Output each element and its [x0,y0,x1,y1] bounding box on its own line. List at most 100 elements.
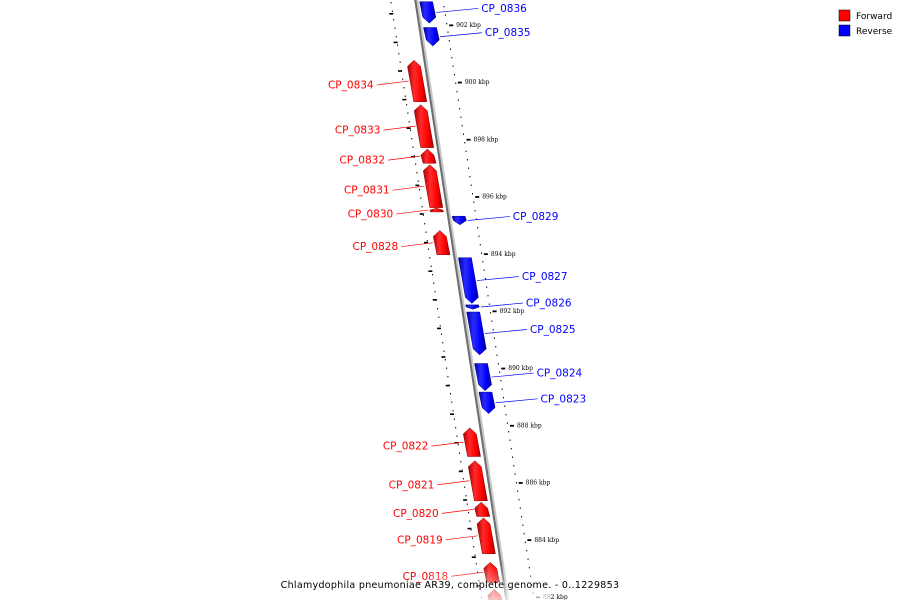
ruler-dash [424,241,429,244]
gene-label[interactable]: CP_0825 [530,324,576,336]
kbp-tick-label: 898 kbp [474,136,499,143]
ruler-dot [413,155,415,157]
ruler-dot [428,248,430,250]
ruler-dot [518,499,520,501]
kbp-tick-label: 902 kbp [456,22,481,29]
ruler-dash [389,13,394,15]
gene-leader-line [387,155,421,161]
ruler-dot [457,444,459,446]
gene-reverse-arrow[interactable] [458,257,479,304]
ruler-dot [466,159,468,161]
gene-leader-line [437,480,470,486]
gene-label[interactable]: CP_0830 [348,209,394,221]
gene-label[interactable]: CP_0826 [526,298,572,310]
ruler-dash [467,527,472,530]
gene-reverse-arrow[interactable] [451,215,467,226]
ruler-dot [440,333,442,335]
ruler-dash [450,413,455,415]
ruler-dot [437,308,439,310]
ruler-dot [506,422,508,424]
gene-label[interactable]: CP_0827 [522,271,568,283]
ruler-dot [406,104,408,106]
gene-label[interactable]: CP_0824 [537,368,583,380]
gene-label[interactable]: CP_0834 [328,80,374,92]
ruler-dot [421,206,423,208]
gene-label[interactable]: CP_0831 [344,185,390,197]
gene-label[interactable]: CP_0819 [397,534,443,546]
ruler-dot [459,108,461,110]
gene-label[interactable]: CP_0836 [481,3,527,15]
gene-label[interactable]: CP_0820 [393,508,439,520]
gene-label[interactable]: CP_0835 [485,27,531,39]
ruler-dot [478,235,480,237]
kbp-tick-label: 890 kbp [508,365,533,372]
gene-forward-arrow[interactable] [413,104,434,148]
gene-reverse-arrow[interactable] [478,391,496,414]
gene-forward-arrow[interactable] [420,148,437,164]
gene-reverse-arrow[interactable] [474,363,492,392]
kbp-tick-mark [501,367,506,370]
ruler-dot [513,465,515,467]
gene-label[interactable]: CP_0829 [513,211,559,223]
ruler-dot [424,223,426,225]
gene-leader-line [376,80,409,86]
kbp-tick-mark [457,81,462,84]
gene-forward-arrow[interactable] [468,460,488,502]
gene-label[interactable]: CP_0821 [389,479,435,491]
gene-reverse-arrow[interactable] [465,304,480,310]
ruler-dash [437,327,442,330]
genome-backbone [414,0,510,600]
gene-forward-arrow[interactable] [407,59,428,103]
ruler-dot [465,150,467,152]
ruler-dash [441,356,446,358]
gene-leader-line [445,535,478,541]
ruler-dot [519,507,521,509]
ruler-dot [508,431,510,433]
gene-leader-line [431,441,464,447]
kbp-scale: 902 kbp 900 kbp 898 kbp 896 kbp 894 kbp 892 k… [449,22,568,600]
ruler-dot [521,516,523,518]
ruler-dot [505,414,507,416]
legend: Forward Reverse [838,9,893,37]
ruler-dot [448,40,450,42]
gene-reverse-arrow[interactable] [466,311,487,356]
kbp-tick-mark [509,424,514,427]
gene-labels: CP_0836 CP_0835 CP_0834 CP_0833 CP_0832 CP_08… [328,3,586,583]
gene-forward-arrow[interactable] [474,501,491,517]
gene-forward-arrow[interactable] [433,230,451,256]
gene-label[interactable]: CP_0833 [335,125,381,137]
ruler-dash [402,98,407,101]
gene-forward-arrow[interactable] [429,207,444,213]
kbp-tick-mark [483,253,488,256]
gene-label[interactable]: CP_0828 [353,241,399,253]
ruler-dot [456,91,458,93]
kbp-tick-mark [475,196,480,198]
gene-label[interactable]: CP_0823 [540,393,586,405]
ruler-dot [509,439,511,441]
legend-reverse-swatch [838,24,851,37]
gene-reverse-arrow[interactable] [419,1,437,24]
ruler-dash [463,499,468,501]
ruler-dot [431,274,433,276]
gene-forward-arrow[interactable] [463,427,481,457]
ruler-dot [461,469,463,471]
ruler-dot [500,380,502,382]
gene-label[interactable]: CP_0832 [339,155,385,167]
ruler-dot [443,6,445,8]
ruler-dot [470,529,472,531]
ruler-dot [457,99,459,101]
ruler-dot [456,435,458,437]
ruler-dot [499,371,501,373]
gene-label[interactable]: CP_0822 [383,441,429,453]
ruler-dot [419,189,421,191]
ruler-dot [514,473,516,475]
ruler-dot [481,252,483,254]
gene-reverse-arrow[interactable] [423,27,440,47]
ruler-dot [496,354,498,356]
gene-forward-arrow[interactable] [476,517,496,554]
ruler-dot [412,146,414,148]
ruler-dot [460,116,462,118]
ruler-dot [460,461,462,463]
ruler-dot [495,346,497,348]
gene-forward-arrow[interactable] [423,164,444,208]
